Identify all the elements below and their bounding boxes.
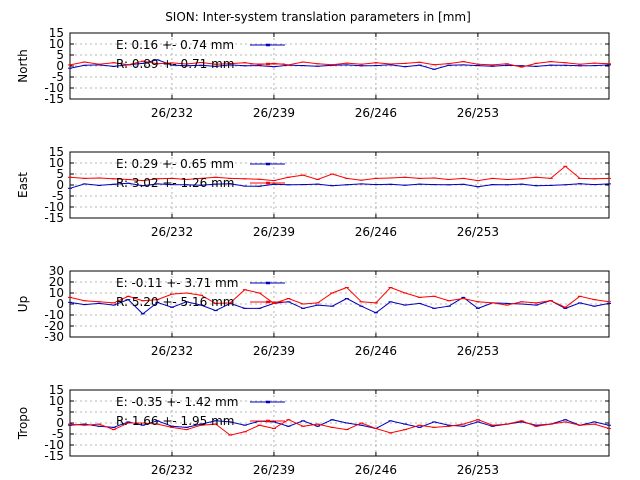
y-tick-label: 10 (49, 394, 64, 408)
series-R (68, 60, 611, 68)
y-tick-label: 15 (49, 145, 64, 159)
x-tick-label: 26/253 (457, 344, 499, 358)
legend-label-R: R: 5.20 +- 5.16 mm (116, 295, 234, 309)
y-tick-label: -5 (52, 427, 64, 441)
legend-label-E: E: 0.29 +- 0.65 mm (116, 157, 234, 171)
y-tick-label: 5 (56, 48, 64, 62)
series-line-E (69, 182, 610, 189)
x-tick-label: 26/232 (151, 463, 193, 477)
legend-label-R: R: 0.89 +- 0.71 mm (116, 57, 234, 71)
series-R (68, 419, 611, 436)
y-tick-label: -10 (44, 200, 64, 214)
y-axis-label: North (16, 49, 30, 83)
y-tick-label: -15 (44, 449, 64, 463)
y-axis-label: Tropo (16, 407, 30, 441)
legend-label-E: E: -0.11 +- 3.71 mm (116, 276, 238, 290)
y-tick-label: 20 (49, 275, 64, 289)
x-tick-label: 26/232 (151, 106, 193, 120)
y-tick-label: -5 (52, 70, 64, 84)
series-line-R (69, 165, 610, 182)
y-tick-label: 5 (56, 167, 64, 181)
y-tick-label: 15 (49, 383, 64, 397)
series-line-R (69, 60, 610, 68)
series-line-E (69, 419, 610, 430)
series-R (68, 165, 611, 182)
y-tick-label: 10 (49, 37, 64, 51)
y-tick-label: -30 (44, 330, 64, 344)
legend-label-R: R: 1.66 +- 1.95 mm (116, 414, 234, 428)
y-tick-label: 0 (56, 416, 64, 430)
x-tick-label: 26/246 (355, 225, 397, 239)
y-tick-label: -10 (44, 308, 64, 322)
y-tick-label: 15 (49, 26, 64, 40)
y-tick-label: 30 (49, 264, 64, 278)
x-tick-label: 26/239 (253, 344, 295, 358)
y-axis-label: Up (16, 296, 30, 312)
x-tick-label: 26/232 (151, 225, 193, 239)
legend-label-E: E: -0.35 +- 1.42 mm (116, 395, 238, 409)
y-tick-label: 0 (56, 59, 64, 73)
series-E (68, 296, 611, 315)
x-tick-label: 26/253 (457, 225, 499, 239)
y-tick-label: 0 (56, 178, 64, 192)
y-tick-label: 10 (49, 156, 64, 170)
series-E (68, 182, 611, 189)
y-tick-label: 0 (56, 297, 64, 311)
x-tick-label: 26/239 (253, 225, 295, 239)
y-tick-label: -5 (52, 189, 64, 203)
chart-title: SION: Inter-system translation parameter… (165, 10, 471, 24)
x-tick-label: 26/239 (253, 463, 295, 477)
legend-label-E: E: 0.16 +- 0.74 mm (116, 38, 234, 52)
y-tick-label: -15 (44, 211, 64, 225)
y-tick-label: -20 (44, 319, 64, 333)
x-tick-label: 26/246 (355, 463, 397, 477)
x-tick-label: 26/246 (355, 106, 397, 120)
x-tick-label: 26/239 (253, 106, 295, 120)
y-tick-label: -10 (44, 438, 64, 452)
y-axis-label: East (16, 172, 30, 198)
y-tick-label: 10 (49, 286, 64, 300)
x-tick-label: 26/253 (457, 106, 499, 120)
x-tick-label: 26/246 (355, 344, 397, 358)
series-line-R (69, 419, 610, 436)
series-line-R (69, 286, 610, 308)
x-tick-label: 26/253 (457, 463, 499, 477)
y-tick-label: 5 (56, 405, 64, 419)
legend-label-R: R: 3.02 +- 1.26 mm (116, 176, 234, 190)
series-line-E (69, 296, 610, 315)
x-tick-label: 26/232 (151, 344, 193, 358)
series-line-E (69, 59, 610, 70)
y-tick-label: -10 (44, 81, 64, 95)
series-R (68, 286, 611, 308)
y-tick-label: -15 (44, 92, 64, 106)
